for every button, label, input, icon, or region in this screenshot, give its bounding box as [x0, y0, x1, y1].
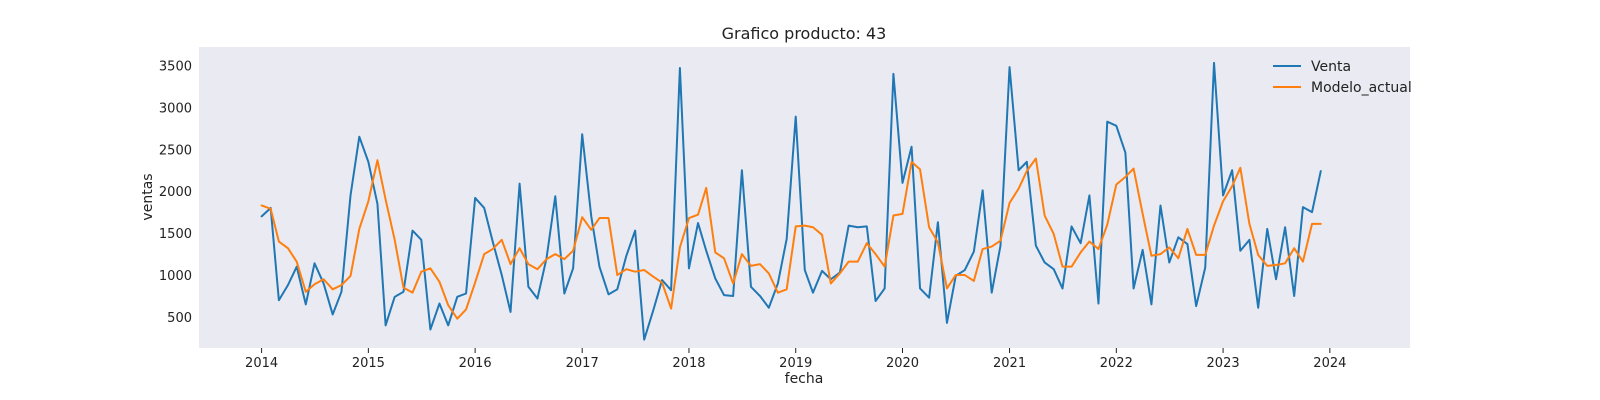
y-axis-label: ventas: [140, 173, 156, 220]
x-tick-label: 2019: [779, 356, 812, 371]
y-tick-label: 500: [167, 311, 192, 326]
y-tick-label: 2500: [159, 143, 192, 158]
x-axis: 2014 2015 2016 2017 2018 2019 2020 2021 2022 2023…: [245, 348, 1346, 371]
y-tick-label: 3000: [159, 101, 192, 116]
x-tick-label: 2022: [1100, 356, 1133, 371]
x-tick-label: 2018: [672, 356, 705, 371]
series-layer: [260, 61, 1322, 341]
x-tick-label: 2023: [1207, 356, 1240, 371]
x-tick-label: 2024: [1313, 356, 1346, 371]
chart-title: Grafico producto: 43: [722, 24, 887, 43]
x-tick-label: 2021: [993, 356, 1026, 371]
series-line-modelo-actual: [260, 157, 1322, 320]
legend-label: Venta: [1311, 59, 1351, 75]
plot-area: [199, 47, 1410, 348]
x-tick-label: 2017: [566, 356, 599, 371]
y-tick-label: 3500: [159, 59, 192, 74]
y-tick-label: 2000: [159, 185, 192, 200]
y-tick-label: 1000: [159, 269, 192, 284]
x-tick-label: 2020: [886, 356, 919, 371]
legend: Venta Modelo_actual: [1273, 59, 1412, 96]
x-axis-label: fecha: [785, 371, 824, 387]
y-tick-label: 1500: [159, 227, 192, 242]
x-tick-label: 2014: [245, 356, 278, 371]
legend-label: Modelo_actual: [1311, 80, 1412, 96]
x-tick-label: 2016: [459, 356, 492, 371]
x-tick-label: 2015: [352, 356, 385, 371]
y-axis: 500 1000 1500 2000 2500 3000 3500: [159, 59, 192, 326]
series-line-venta: [260, 61, 1322, 341]
